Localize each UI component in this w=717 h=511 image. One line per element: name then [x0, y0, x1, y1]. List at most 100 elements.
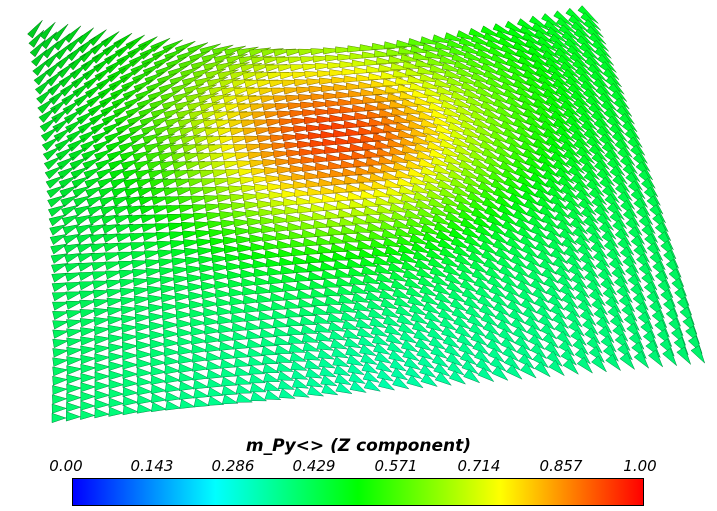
cone-glyph [385, 332, 404, 345]
cone-glyph [204, 68, 227, 80]
cone-glyph [62, 233, 81, 245]
cone-glyph [503, 176, 524, 192]
cone-glyph [263, 381, 282, 391]
cone-glyph [77, 252, 95, 263]
cone-glyph [52, 311, 70, 321]
cone-glyph [436, 299, 455, 314]
cone-glyph [393, 296, 412, 309]
cone-glyph [78, 281, 96, 291]
cone-glyph [406, 374, 424, 389]
cone-glyph [296, 289, 315, 299]
cone-glyph [70, 166, 89, 180]
cone-glyph [445, 161, 467, 174]
cone-glyph [371, 333, 391, 347]
scalar-bar-tick: 1.00 [623, 457, 657, 475]
cone-glyph [469, 259, 489, 274]
cone-glyph [185, 92, 206, 104]
cone-glyph [109, 167, 128, 180]
cone-glyph [432, 163, 454, 176]
cone-glyph [120, 296, 139, 306]
cone-glyph [52, 385, 68, 395]
cone-glyph [370, 325, 389, 338]
cone-glyph [250, 242, 269, 252]
cone-glyph [439, 138, 461, 151]
cone-glyph [464, 183, 485, 197]
cone-glyph [420, 373, 438, 387]
cone-glyph [435, 229, 455, 243]
cone-glyph [289, 164, 310, 173]
cone-glyph [315, 331, 334, 342]
cone-glyph [225, 253, 243, 263]
cone-glyph [150, 357, 167, 367]
cone-glyph [230, 313, 249, 324]
cone-glyph [51, 412, 67, 424]
cone-glyph [477, 232, 497, 247]
cone-glyph [64, 25, 82, 43]
cone-glyph [398, 46, 422, 55]
cone-glyph [79, 299, 98, 309]
cone-glyph [441, 325, 460, 340]
cone-glyph [132, 277, 151, 287]
cone-glyph [531, 22, 554, 39]
cone-glyph [323, 92, 345, 100]
cone-glyph [517, 133, 538, 149]
cone-glyph [380, 163, 401, 173]
cone-glyph [316, 70, 339, 78]
vector-glyph-render[interactable] [0, 0, 717, 440]
cone-glyph [349, 52, 373, 60]
cone-glyph [414, 142, 436, 154]
cone-glyph [252, 259, 271, 269]
cone-glyph [405, 113, 428, 123]
cone-glyph [163, 328, 181, 339]
cone-glyph [515, 125, 536, 141]
cone-glyph [339, 302, 358, 313]
cone-glyph [176, 318, 194, 329]
cone-glyph [411, 241, 431, 254]
cone-glyph [186, 100, 208, 112]
cone-glyph [380, 297, 399, 310]
cone-glyph [291, 172, 311, 181]
cone-glyph [220, 376, 239, 387]
cone-glyph [495, 195, 515, 210]
cone-glyph [37, 97, 55, 114]
cone-glyph [263, 372, 281, 382]
cone-glyph [78, 290, 97, 300]
cone-glyph [451, 185, 473, 198]
cone-glyph [456, 201, 476, 215]
cone-glyph [505, 184, 526, 200]
cone-glyph [221, 385, 239, 396]
cone-glyph [143, 250, 163, 259]
cone-glyph [460, 167, 482, 181]
cone-glyph [375, 360, 394, 373]
cone-glyph [122, 396, 139, 407]
cone-glyph [236, 46, 259, 57]
cone-glyph [368, 230, 388, 241]
cone-glyph [211, 44, 234, 56]
cone-glyph [187, 282, 205, 292]
cone-glyph [203, 60, 225, 72]
cone-glyph [108, 343, 125, 353]
cone-glyph [268, 190, 288, 200]
cone-glyph [233, 357, 252, 368]
cone-glyph [79, 318, 98, 328]
cone-glyph [432, 116, 455, 128]
cone-glyph [93, 326, 112, 336]
cone-glyph [136, 340, 153, 351]
cone-glyph [248, 364, 266, 375]
cone-glyph [107, 333, 125, 344]
cone-glyph [94, 148, 113, 162]
cone-glyph [90, 242, 108, 253]
cone-glyph [469, 149, 490, 163]
cone-glyph [428, 336, 447, 351]
cone-glyph [333, 83, 356, 92]
cone-glyph [162, 320, 181, 330]
cone-glyph [424, 240, 444, 253]
cone-glyph [108, 158, 127, 171]
cone-glyph [219, 359, 238, 369]
cone-glyph [496, 153, 518, 168]
cone-glyph [519, 25, 542, 41]
cone-glyph [482, 197, 502, 212]
cone-glyph [447, 169, 469, 182]
cone-glyph [51, 403, 68, 414]
